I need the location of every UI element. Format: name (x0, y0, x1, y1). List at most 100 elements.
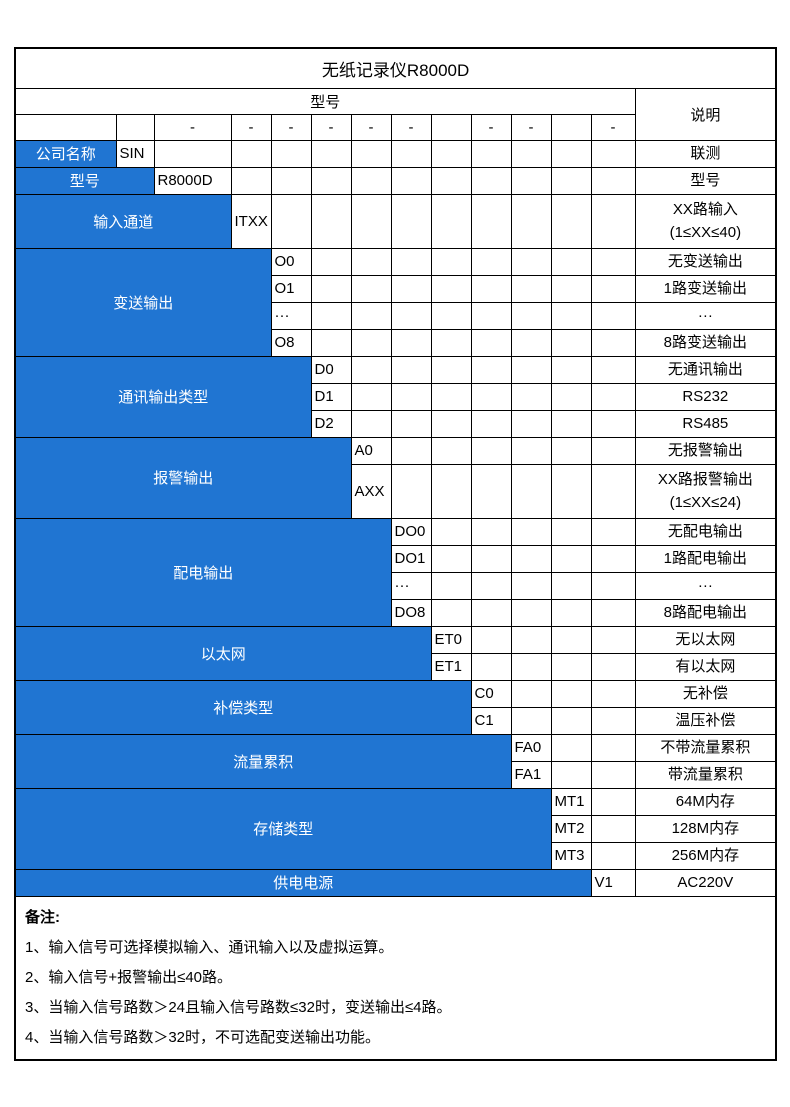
empty-cell (470, 598, 512, 627)
desc-cell: 带流量累积 (634, 760, 777, 789)
empty-cell (590, 382, 636, 411)
empty-cell (590, 625, 636, 654)
desc-cell: 1路配电输出 (634, 544, 777, 573)
category-cell: 补偿类型 (14, 679, 472, 735)
empty-cell (430, 463, 472, 519)
note-line: 3、当输入信号路数＞24且输入信号路数≤32时，变送输出≤4路。 (25, 998, 452, 1016)
empty-cell (430, 436, 472, 465)
empty-cell (550, 598, 592, 627)
empty-cell (390, 382, 432, 411)
empty-cell (550, 166, 592, 195)
code-cell: C0 (470, 679, 512, 708)
header-row: 型号 说明 (14, 87, 777, 141)
empty-cell (550, 463, 592, 519)
empty-cell (310, 247, 352, 276)
empty-cell (350, 247, 392, 276)
empty-cell (470, 571, 512, 600)
empty-cell (590, 679, 636, 708)
empty-cell (590, 301, 636, 330)
empty-cell (590, 841, 636, 870)
option-row: ET1 有以太网 (15, 652, 777, 681)
empty-cell (510, 436, 552, 465)
empty-cell (590, 436, 636, 465)
category-cell: 变送输出 (14, 247, 272, 357)
option-row: 配电输出 DO0 无配电输出 (14, 517, 777, 627)
desc-cell: 1路变送输出 (634, 274, 777, 303)
desc-cell: 联测 (634, 139, 777, 168)
empty-cell (550, 706, 592, 735)
empty-cell (510, 301, 552, 330)
code-cell: O1 (270, 274, 312, 303)
category-cell: 输入通道 (14, 193, 232, 249)
empty-cell (590, 517, 636, 546)
empty-cell (350, 193, 392, 249)
empty-cell (590, 544, 636, 573)
empty-cell (310, 193, 352, 249)
empty-cell (550, 652, 592, 681)
empty-cell (590, 733, 636, 762)
category-cell: 通讯输出类型 (14, 355, 312, 438)
empty-cell (310, 166, 352, 195)
dash-cell-col3: - (153, 113, 232, 141)
code-cell: DO0 (390, 517, 432, 546)
empty-cell (350, 328, 392, 357)
empty-cell (470, 166, 512, 195)
option-row: 输入通道 ITXX XX路输入 (1≤XX≤40) (14, 193, 777, 249)
category-cell: 公司名称 (14, 139, 117, 168)
empty-cell (590, 463, 636, 519)
option-row: 以太网 ET0 无以太网 (14, 625, 777, 681)
empty-cell (390, 355, 432, 384)
desc-cell: 128M内存 (634, 814, 777, 843)
desc-cell: 无通讯输出 (634, 355, 777, 384)
empty-cell (430, 247, 472, 276)
category-cell: 配电输出 (14, 517, 392, 627)
code-cell: D1 (310, 382, 352, 411)
empty-cell (390, 193, 432, 249)
empty-cell (550, 247, 592, 276)
code-cell: FA0 (510, 733, 552, 762)
desc-cell: 无补偿 (634, 679, 777, 708)
empty-cell (430, 571, 472, 600)
notes-cell: 备注: 1、输入信号可选择模拟输入、通讯输入以及虚拟运算。 2、输入信号+报警输出… (14, 895, 777, 1060)
model-selection-table: 无纸记录仪R8000D 型号 说明 --------- 公司名称 SIN 联测 型号 R… (14, 47, 778, 1061)
code-cell: DO1 (390, 544, 432, 573)
empty-cell (510, 679, 552, 708)
empty-cell (310, 301, 352, 330)
empty-cell (550, 355, 592, 384)
code-cell: ··· (390, 571, 432, 600)
option-row: ··· ··· (15, 301, 777, 330)
option-row: 型号 R8000D 型号 (14, 166, 777, 195)
empty-cell (470, 409, 512, 438)
empty-cell (510, 706, 552, 735)
category-cell: 型号 (14, 166, 155, 195)
dash-cell-col6: - (310, 113, 352, 141)
empty-cell (430, 355, 472, 384)
empty-cell (510, 409, 552, 438)
empty-cell (470, 139, 512, 168)
empty-cell (390, 328, 432, 357)
page-title: 无纸记录仪R8000D (14, 47, 777, 89)
empty-cell (510, 193, 552, 249)
empty-cell (590, 328, 636, 357)
empty-cell (470, 625, 512, 654)
empty-cell (590, 193, 636, 249)
empty-cell (470, 355, 512, 384)
desc-cell: AC220V (634, 868, 777, 897)
notes-list: 1、输入信号可选择模拟输入、通讯输入以及虚拟运算。 2、输入信号+报警输出≤40路… (25, 933, 766, 1053)
desc-cell: 有以太网 (634, 652, 777, 681)
dash-cell-col9 (430, 113, 472, 141)
option-row: 存储类型 MT1 64M内存 (14, 787, 777, 870)
empty-cell (590, 787, 636, 816)
empty-cell (590, 355, 636, 384)
empty-cell (590, 814, 636, 843)
desc-cell: RS485 (634, 409, 777, 438)
code-cell: D0 (310, 355, 352, 384)
empty-cell (470, 328, 512, 357)
empty-cell (590, 274, 636, 303)
empty-cell (430, 301, 472, 330)
option-row: 通讯输出类型 D0 无通讯输出 (14, 355, 777, 438)
option-row: ··· ··· (15, 571, 777, 600)
empty-cell (590, 760, 636, 789)
empty-cell (550, 382, 592, 411)
